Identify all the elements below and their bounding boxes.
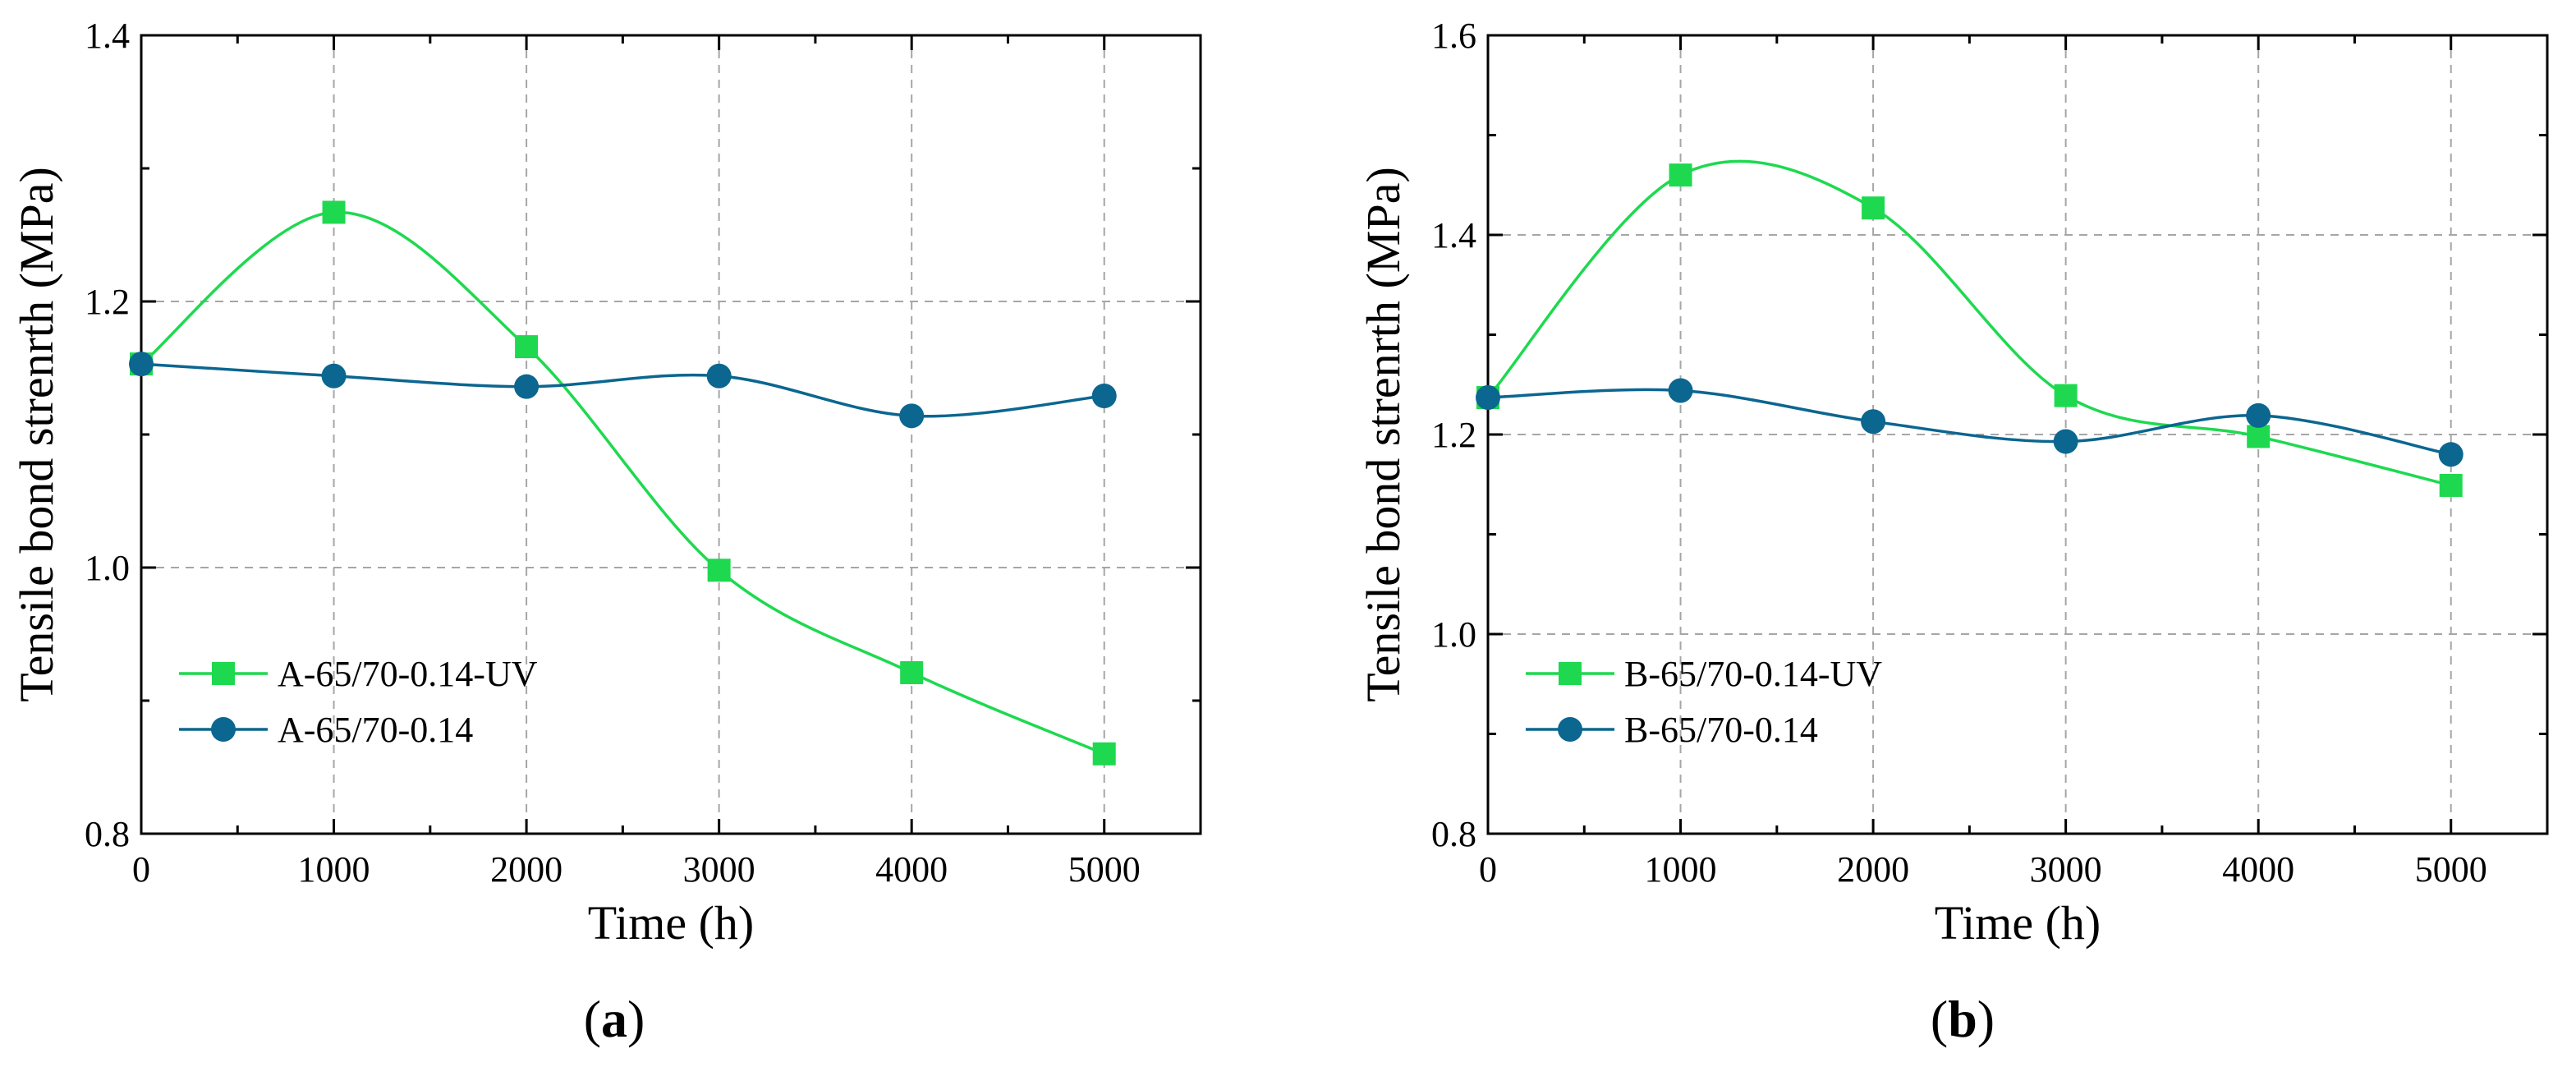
x-tick-label: 2000	[490, 849, 562, 890]
x-tick-label: 1000	[1645, 849, 1717, 890]
series-1	[129, 352, 1117, 429]
x-tick-label: 1000	[298, 849, 370, 890]
data-point	[515, 335, 539, 359]
x-tick-label: 0	[1479, 849, 1497, 890]
y-tick-label: 0.8	[1431, 814, 1476, 854]
x-tick-label: 5000	[2415, 849, 2487, 890]
data-point	[129, 352, 154, 377]
data-point	[321, 363, 347, 389]
chart-panel-b: 0 1000 2000 3000 4000 5000 0.8 1.0 1.2 1.4 1.6 Time…	[1357, 16, 2549, 1048]
panel-letter: a	[601, 990, 627, 1048]
y-axis-title: Tensile bond strenrth (MPa)	[10, 167, 63, 702]
series-line	[1486, 159, 2452, 487]
x-axis-title: Time (h)	[1935, 896, 2101, 950]
legend-label: B-65/70-0.14-UV	[1624, 654, 1882, 694]
y-tick-label: 1.6	[1431, 16, 1476, 56]
x-axis-title: Time (h)	[588, 896, 755, 950]
y-tick-label: 1.0	[85, 548, 130, 588]
data-point	[2439, 473, 2463, 497]
legend: A-65/70-0.14-UV A-65/70-0.14	[179, 654, 538, 750]
data-point	[1476, 385, 1500, 411]
series-0	[1476, 159, 2463, 497]
chart-panel-a: 0 1000 2000 3000 4000 5000 0.8 1.0 1.2 1.4 Time (h…	[10, 16, 1202, 1048]
data-point	[2246, 402, 2271, 428]
legend-label: B-65/70-0.14	[1624, 710, 1818, 750]
data-point	[707, 559, 731, 582]
y-tick-label: 1.4	[1431, 215, 1476, 255]
data-point	[2247, 425, 2271, 448]
x-tick-label: 2000	[1837, 849, 1909, 890]
y-tick-label: 1.4	[85, 16, 130, 56]
x-tick-label: 5000	[1068, 849, 1141, 890]
x-tick-label: 4000	[875, 849, 948, 890]
x-tick-label: 3000	[2030, 849, 2102, 890]
legend-label: A-65/70-0.14-UV	[278, 654, 538, 694]
data-point	[1669, 163, 1692, 187]
legend-label: A-65/70-0.14	[278, 710, 473, 750]
data-point	[514, 374, 540, 399]
data-point	[899, 403, 925, 429]
series-line	[1487, 388, 2452, 457]
data-point	[322, 200, 346, 224]
legend: B-65/70-0.14-UV B-65/70-0.14	[1526, 654, 1882, 750]
legend-marker	[1558, 717, 1582, 742]
legend-marker	[211, 717, 236, 742]
x-tick-label: 4000	[2222, 849, 2294, 890]
data-point	[1862, 196, 1885, 220]
y-tick-label: 0.8	[85, 814, 130, 854]
data-point	[2054, 384, 2078, 407]
data-point	[2438, 442, 2464, 467]
panel-letter: b	[1948, 990, 1977, 1048]
y-tick-label: 1.2	[85, 282, 130, 322]
data-point	[1668, 378, 1693, 403]
y-tick-label: 1.2	[1431, 415, 1476, 455]
data-point	[900, 660, 924, 684]
x-tick-label: 0	[132, 849, 150, 890]
panel-label: (a)	[584, 990, 645, 1048]
series-1	[1476, 378, 2464, 467]
series-line	[140, 362, 1104, 418]
data-point	[1092, 742, 1116, 766]
legend-marker	[212, 662, 235, 685]
panel-label: (b)	[1931, 990, 1995, 1048]
x-tick-label: 3000	[683, 849, 755, 890]
legend-marker	[1559, 662, 1582, 685]
data-point	[1861, 409, 1886, 435]
data-point	[706, 363, 732, 389]
data-point	[2053, 429, 2078, 454]
y-axis-title: Tensile bond strenrth (MPa)	[1357, 167, 1410, 702]
y-tick-label: 1.0	[1431, 614, 1476, 655]
data-point	[1091, 384, 1117, 409]
